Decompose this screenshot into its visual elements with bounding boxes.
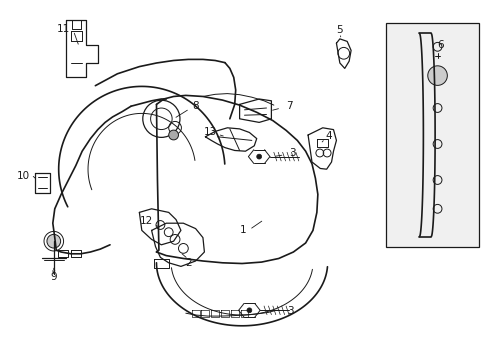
Text: 12: 12 [140,216,153,226]
Circle shape [168,130,178,140]
Text: 11: 11 [57,24,70,34]
Text: 7: 7 [285,101,292,111]
Text: 6: 6 [436,40,443,50]
Text: 3: 3 [288,148,295,158]
Text: 8: 8 [192,101,199,111]
Circle shape [47,234,61,248]
Text: 9: 9 [50,272,57,282]
Text: 1: 1 [240,225,246,235]
Text: 3: 3 [286,306,293,316]
Text: 2: 2 [184,258,191,268]
Text: 13: 13 [203,127,217,138]
Text: 4: 4 [325,131,331,141]
Circle shape [427,66,447,85]
Circle shape [256,154,261,159]
Circle shape [246,308,251,313]
Bar [386,23,478,247]
Text: 10: 10 [17,171,30,181]
Text: 5: 5 [336,24,343,35]
